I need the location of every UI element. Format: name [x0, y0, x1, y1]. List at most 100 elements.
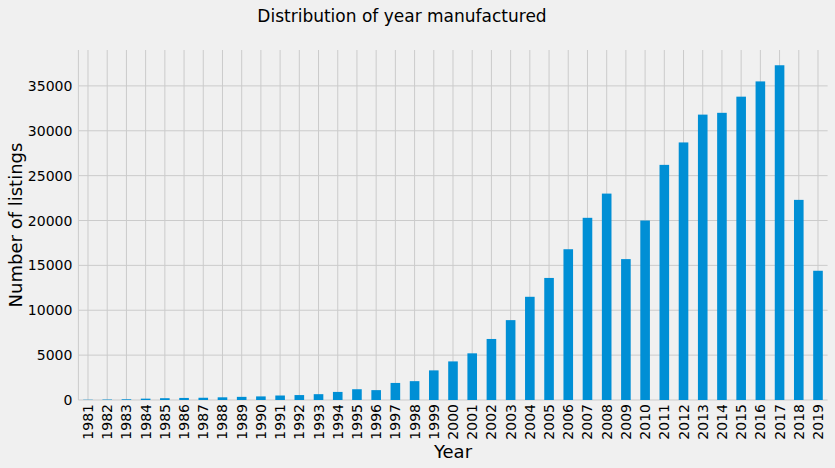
x-tick-label: 2012 [676, 404, 692, 440]
y-grid-line [78, 265, 827, 266]
bars [83, 65, 823, 400]
bar [141, 399, 151, 400]
x-grid-line [280, 50, 281, 400]
bar [256, 396, 266, 400]
bar [660, 165, 670, 400]
x-tick-label: 1982 [99, 404, 115, 440]
x-axis-label: Year [433, 441, 473, 462]
x-grid-line [107, 50, 108, 400]
x-tick-label: 2010 [637, 404, 653, 440]
x-tick-label: 2007 [579, 404, 595, 440]
x-tick-label: 1981 [80, 404, 96, 440]
bar [275, 396, 285, 400]
bar [813, 271, 823, 400]
y-grid-line [78, 355, 827, 356]
y-tick-label: 25000 [28, 168, 73, 184]
bar [410, 381, 420, 400]
bar [160, 398, 170, 400]
bar [775, 65, 785, 400]
x-tick-label: 2011 [656, 404, 672, 440]
x-tick-label: 2006 [560, 404, 576, 440]
x-grid-line [376, 50, 377, 400]
bar [467, 353, 477, 400]
y-tick-label: 35000 [28, 78, 73, 94]
bar [563, 249, 573, 400]
x-tick-label: 1995 [349, 404, 365, 440]
x-grid-line [299, 50, 300, 400]
bar [122, 399, 132, 400]
x-grid-line [184, 50, 185, 400]
bar [218, 397, 228, 400]
bar [794, 200, 804, 400]
bar [544, 278, 554, 400]
bar [756, 81, 766, 400]
bar [602, 194, 612, 400]
x-grid-line [203, 50, 204, 400]
x-tick-label: 1989 [234, 404, 250, 440]
x-tick-label: 1998 [407, 404, 423, 440]
x-tick-label: 1990 [253, 404, 269, 440]
bar [448, 361, 458, 400]
x-tick-label: 1999 [426, 404, 442, 440]
bar [717, 113, 727, 400]
x-grid-line [260, 50, 261, 400]
x-tick-label: 2018 [791, 404, 807, 440]
x-tick-label: 2019 [810, 404, 826, 440]
x-grid-line [356, 50, 357, 400]
bar [621, 259, 631, 400]
x-tick-label: 1985 [157, 404, 173, 440]
x-grid-line [88, 50, 89, 400]
y-tick-label: 10000 [28, 302, 73, 318]
bar [314, 394, 324, 400]
x-grid-line [414, 50, 415, 400]
x-grid-line [164, 50, 165, 400]
x-tick-label: 1996 [368, 404, 384, 440]
x-tick-label: 1986 [176, 404, 192, 440]
bar [295, 395, 305, 400]
x-tick-label: 2004 [522, 404, 538, 440]
x-tick-label: 1991 [272, 404, 288, 440]
x-tick-label: 1987 [195, 404, 211, 440]
x-tick-label: 2005 [541, 404, 557, 440]
bar [487, 339, 497, 400]
x-tick-label: 1988 [214, 404, 230, 440]
x-grid-line [145, 50, 146, 400]
x-tick-label: 2017 [772, 404, 788, 440]
x-grid-line [241, 50, 242, 400]
bar [83, 399, 93, 400]
bar [237, 397, 247, 400]
bar [736, 97, 746, 400]
x-tick-label: 1983 [118, 404, 134, 440]
y-tick-label: 0 [63, 392, 72, 408]
bar [371, 390, 381, 400]
bar [198, 398, 208, 400]
bar [640, 221, 650, 400]
title: Distribution of year manufactured [257, 6, 546, 26]
chart: 0500010000150002000025000300003500019811… [0, 0, 835, 468]
x-tick-label: 2003 [503, 404, 519, 440]
x-tick-label: 2014 [714, 404, 730, 440]
x-grid-line [433, 50, 434, 400]
x-grid-line [222, 50, 223, 400]
bar [391, 383, 401, 400]
x-tick-label: 1997 [387, 404, 403, 440]
x-tick-label: 2016 [752, 404, 768, 440]
y-grid-line [78, 220, 827, 221]
bar [679, 142, 689, 400]
x-tick-label: 2008 [599, 404, 615, 440]
x-grid-line [472, 50, 473, 400]
bar [429, 370, 439, 400]
bar [352, 389, 362, 400]
x-grid-line [395, 50, 396, 400]
grid [78, 50, 827, 400]
y-grid-line [78, 85, 827, 86]
bar [698, 115, 708, 400]
bar [583, 218, 593, 400]
y-axis-line [78, 50, 79, 400]
x-tick-label: 1993 [311, 404, 327, 440]
bar [179, 398, 189, 400]
y-tick-label: 30000 [28, 123, 73, 139]
x-tick-label: 2001 [464, 404, 480, 440]
x-tick-label: 1984 [138, 404, 154, 440]
y-tick-label: 15000 [28, 257, 73, 273]
